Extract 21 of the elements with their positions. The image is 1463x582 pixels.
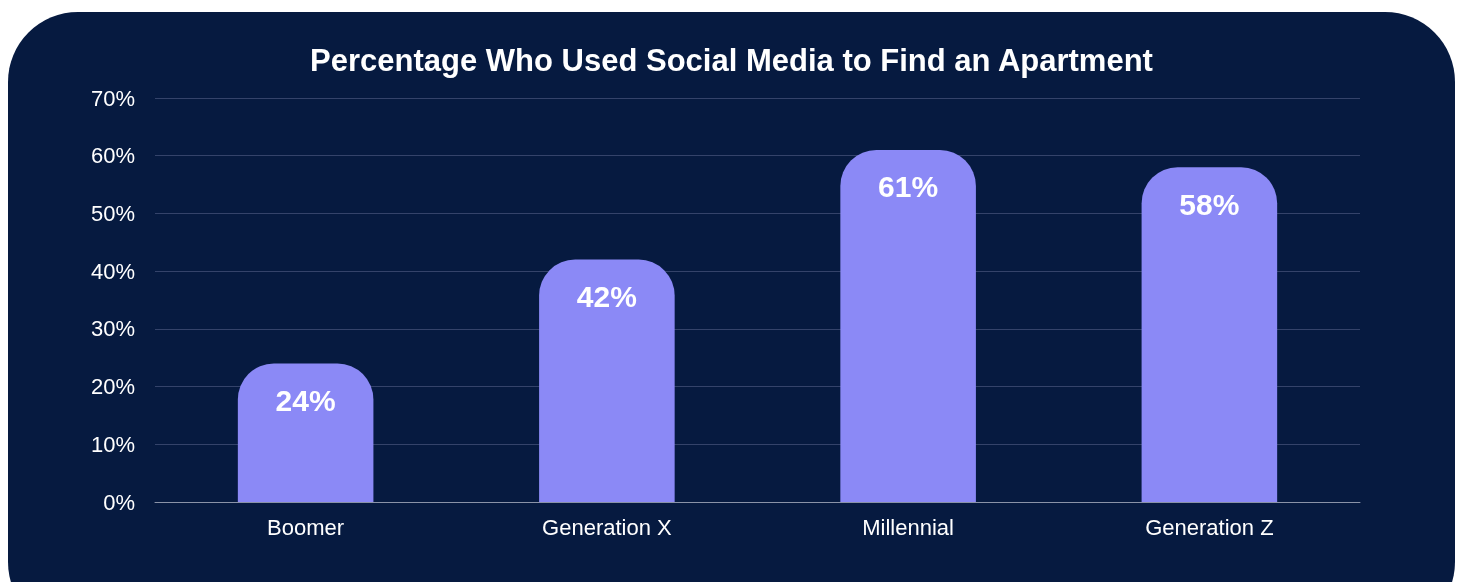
data-label: 61%: [878, 170, 939, 204]
x-tick-label: Millennial: [862, 514, 954, 540]
y-tick-label: 0%: [103, 489, 135, 515]
x-tick-label: Generation Z: [1145, 514, 1274, 540]
data-label: 58%: [1179, 187, 1240, 221]
chart-title: Percentage Who Used Social Media to Find an Apartment: [310, 43, 1153, 78]
data-label: 24%: [275, 383, 336, 417]
bar: [237, 363, 374, 502]
y-tick-label: 10%: [90, 431, 135, 457]
y-tick-label: 40%: [90, 258, 135, 284]
y-tick-label: 60%: [90, 143, 135, 169]
bar: [1141, 167, 1278, 502]
bar: [539, 259, 675, 502]
y-tick-label: 50%: [90, 200, 135, 226]
x-tick-label: Generation X: [542, 514, 673, 540]
y-tick-label: 30%: [90, 316, 135, 342]
y-tick-label: 20%: [90, 374, 135, 400]
bar: [840, 149, 976, 502]
y-tick-label: 70%: [90, 85, 135, 111]
x-tick-label: Boomer: [267, 514, 345, 540]
data-label: 42%: [576, 280, 637, 314]
